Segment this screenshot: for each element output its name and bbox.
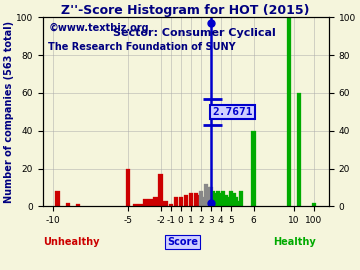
Text: Sector: Consumer Cyclical: Sector: Consumer Cyclical — [113, 28, 276, 38]
Text: Unhealthy: Unhealthy — [43, 237, 99, 247]
Bar — [133, 204, 138, 206]
Bar — [224, 195, 228, 206]
Bar — [226, 197, 230, 206]
Bar — [174, 197, 178, 206]
Bar — [214, 193, 218, 206]
Bar — [55, 191, 60, 206]
Bar — [76, 204, 80, 206]
Bar — [201, 197, 206, 206]
Bar — [199, 191, 203, 206]
Bar — [209, 202, 213, 206]
Bar — [126, 168, 130, 206]
Bar — [189, 193, 193, 206]
Bar — [219, 193, 223, 206]
Bar — [163, 201, 168, 206]
Bar — [194, 193, 198, 206]
Bar — [221, 191, 225, 206]
Text: Score: Score — [167, 237, 198, 247]
Bar — [184, 195, 188, 206]
Title: Z''-Score Histogram for HOT (2015): Z''-Score Histogram for HOT (2015) — [62, 4, 310, 17]
Bar — [287, 17, 291, 206]
Text: ©www.textbiz.org: ©www.textbiz.org — [48, 23, 149, 33]
Bar — [148, 199, 153, 206]
Bar — [234, 197, 238, 206]
Bar — [153, 197, 158, 206]
Bar — [229, 191, 233, 206]
Bar — [168, 204, 173, 206]
Y-axis label: Number of companies (563 total): Number of companies (563 total) — [4, 21, 14, 203]
Bar — [236, 201, 240, 206]
Bar — [312, 202, 316, 206]
Bar — [231, 193, 235, 206]
Bar — [209, 187, 213, 206]
Bar — [158, 174, 163, 206]
Bar — [196, 195, 201, 206]
Bar — [143, 199, 148, 206]
Text: 2.7671: 2.7671 — [212, 107, 253, 117]
Text: Healthy: Healthy — [273, 237, 316, 247]
Bar — [297, 93, 301, 206]
Bar — [239, 191, 243, 206]
Bar — [251, 131, 256, 206]
Bar — [138, 204, 143, 206]
Text: The Research Foundation of SUNY: The Research Foundation of SUNY — [48, 42, 236, 52]
Bar — [211, 191, 215, 206]
Bar — [66, 202, 70, 206]
Bar — [206, 187, 210, 206]
Bar — [216, 191, 220, 206]
Bar — [204, 184, 208, 206]
Bar — [179, 197, 183, 206]
